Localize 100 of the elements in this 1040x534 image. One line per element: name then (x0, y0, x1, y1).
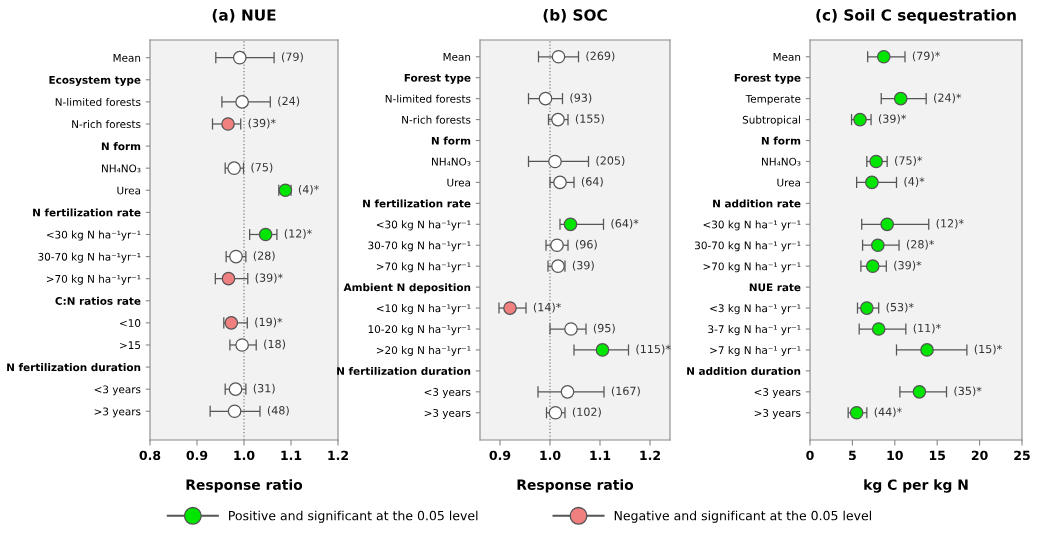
annotation: (24) (278, 96, 300, 107)
y-tick-label: >3 years (754, 409, 801, 419)
annotation: (28)* (906, 239, 935, 250)
point (912, 384, 927, 399)
y-tick-label: Subtropical (742, 115, 800, 126)
annotation: (11)* (913, 323, 941, 334)
point (235, 95, 249, 109)
y-tick-label: C:N ratios rate (55, 296, 141, 305)
point (228, 382, 243, 397)
annotation: (64)* (611, 218, 639, 229)
y-tick-label: >70 kg N ha⁻¹yr⁻¹ (376, 262, 471, 273)
annotation: (12)* (936, 218, 964, 229)
point (893, 91, 908, 106)
y-tick-label: <10 kg N ha⁻¹yr⁻¹ (376, 304, 471, 315)
point (548, 154, 562, 169)
annotation: (12)* (284, 229, 312, 240)
annotation: (39)* (255, 273, 283, 284)
y-tick-label: >15 (120, 341, 141, 350)
annotation: (205) (596, 156, 625, 166)
annotation: (53)* (886, 302, 914, 313)
annotation: (79) (281, 52, 303, 63)
point (538, 91, 553, 106)
point (865, 175, 879, 190)
point (258, 227, 273, 242)
y-tick-label: 30-70 kg N ha⁻¹ yr⁻¹ (695, 241, 801, 252)
annotation: (4)* (904, 177, 925, 187)
point (849, 405, 864, 420)
y-tick-label: Ambient N deposition (343, 283, 471, 294)
point (560, 384, 575, 399)
x-tick-label: 0.9 (489, 450, 511, 461)
x-tick-label: 1.1 (590, 450, 611, 460)
x-axis-title: kg C per kg N (864, 479, 968, 493)
point (563, 217, 578, 232)
point (551, 112, 565, 127)
annotation: (102) (572, 407, 601, 418)
y-tick-label: Urea (447, 178, 471, 187)
point (503, 301, 517, 315)
point (859, 301, 874, 315)
point (224, 316, 239, 330)
y-tick-label: Temperate (745, 95, 801, 105)
y-tick-label: N form (431, 136, 471, 145)
point (227, 161, 241, 176)
annotation: (39)* (894, 260, 922, 271)
annotation: (39)* (878, 114, 907, 125)
y-tick-label: 30-70 kg N ha⁻¹yr⁻¹ (38, 252, 141, 263)
chart-title: (b) SOC (543, 8, 607, 23)
annotation: (35)* (954, 386, 982, 397)
x-tick-label: 1.2 (328, 450, 348, 460)
y-tick-label: <30 kg N ha⁻¹ yr⁻¹ (703, 220, 801, 231)
y-tick-label: N fertilization rate (33, 208, 141, 217)
annotation: (93) (570, 93, 592, 104)
annotation: (24)* (934, 93, 962, 104)
y-tick-label: Mean (773, 53, 801, 61)
point (221, 271, 236, 286)
y-tick-label: 10-20 kg N ha⁻¹yr⁻¹ (368, 325, 471, 336)
y-tick-label: 30-70 kg N ha⁻¹yr⁻¹ (368, 241, 471, 252)
x-tick-label: 1.1 (281, 450, 302, 460)
y-tick-label: NUE rate (749, 283, 801, 292)
y-tick-label: N addition rate (713, 199, 801, 208)
chart-title: (c) Soil C sequestration (816, 8, 1016, 24)
legend-label: Positive and significant at the 0.05 level (229, 510, 478, 523)
annotation: (18) (264, 339, 286, 350)
y-tick-label: Mean (113, 54, 141, 62)
x-tick-label: 25 (1014, 450, 1030, 461)
x-tick-label: 0.8 (139, 450, 161, 461)
annotation: (115)* (636, 344, 671, 355)
y-tick-label: <10 (120, 319, 141, 327)
y-tick-label: >70 kg N ha⁻¹yr⁻¹ (46, 274, 141, 285)
x-tick-label: 1.2 (640, 450, 660, 460)
x-tick-label: 0.9 (186, 450, 208, 461)
point (235, 338, 249, 352)
point (564, 322, 578, 336)
annotation: (31) (253, 383, 275, 394)
annotation: (167) (611, 386, 640, 397)
point (551, 49, 566, 64)
point (869, 154, 883, 169)
x-tick-label: 1.0 (234, 450, 255, 461)
y-tick-label: N addition duration (687, 366, 801, 375)
y-tick-label: N-rich forests (402, 115, 471, 124)
point (876, 49, 891, 64)
x-tick-label: 15 (929, 450, 946, 461)
x-axis-title: Response ratio (186, 479, 303, 493)
y-tick-label: >70 kg N ha⁻¹ yr⁻¹ (703, 262, 801, 273)
annotation: (48) (267, 405, 289, 416)
y-tick-label: <3 years (754, 388, 801, 398)
y-tick-label: <3 years (424, 388, 471, 398)
annotation: (14)* (533, 302, 561, 313)
chart-title: (a) NUE (212, 8, 276, 23)
y-tick-label: N fertilization rate (363, 199, 471, 208)
y-tick-label: >3 years (94, 407, 141, 418)
y-tick-label: 3-7 kg N ha⁻¹ yr⁻¹ (708, 325, 801, 336)
y-tick-label: N fertilization duration (337, 366, 471, 375)
point (880, 217, 895, 232)
y-tick-label: N form (101, 142, 141, 151)
y-tick-label: N-limited forests (385, 94, 471, 103)
point (229, 249, 243, 264)
point (853, 112, 867, 127)
y-tick-label: Mean (443, 53, 471, 61)
annotation: (79)* (912, 51, 940, 62)
annotation: (96) (575, 239, 597, 250)
